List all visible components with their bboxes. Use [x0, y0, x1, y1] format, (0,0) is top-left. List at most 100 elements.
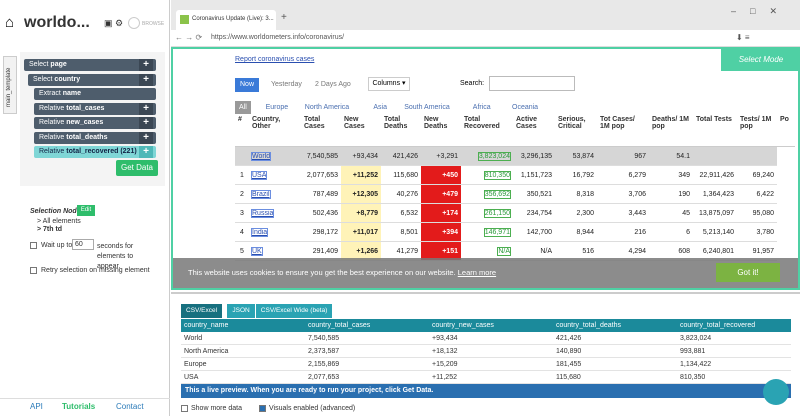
home-icon[interactable]: ⌂	[5, 14, 15, 31]
column-header[interactable]: #	[235, 114, 249, 147]
edit-button[interactable]: Edit	[77, 205, 95, 216]
learn-more[interactable]: Learn more	[457, 268, 497, 277]
report-link[interactable]: Report coronavirus cases	[235, 56, 315, 63]
preview-panel: country_name country_total_cases country_n…	[171, 292, 800, 416]
cell-text: +151	[442, 247, 458, 255]
region-tab[interactable]: Africa	[472, 104, 491, 111]
wait-checkbox[interactable]	[30, 242, 37, 249]
url[interactable]: https://www.worldometers.info/coronaviru…	[211, 34, 345, 41]
preview-tab[interactable]: CSV/Excel	[181, 304, 223, 318]
checkbox[interactable]	[259, 405, 266, 412]
browse-label[interactable]: BROWSE	[142, 21, 165, 27]
column-header[interactable]: Tests/ 1M pop	[737, 114, 777, 147]
plus-button[interactable]: +	[139, 59, 153, 71]
country-link[interactable]: Russia	[250, 208, 275, 218]
column-header[interactable]: Tot Cases/ 1M pop	[597, 114, 649, 147]
plus-button[interactable]: +	[139, 102, 153, 115]
table-cell: 967	[597, 146, 649, 166]
column-header[interactable]: Total Tests	[693, 114, 737, 147]
got-it-button[interactable]: Got it!	[716, 263, 780, 282]
menu-icons[interactable]: ⬇ ≡	[736, 33, 750, 42]
column-header[interactable]: Po	[777, 114, 795, 147]
region-tab[interactable]: North America	[304, 104, 350, 111]
column-header[interactable]: Total Deaths	[381, 114, 421, 147]
country-link[interactable]: UK	[251, 246, 263, 256]
region-tab[interactable]: Europe	[265, 104, 289, 111]
plus-button[interactable]: +	[139, 146, 153, 158]
search-input[interactable]	[489, 76, 575, 91]
table-cell: 16,792	[555, 165, 597, 185]
region-tab[interactable]: South America	[404, 104, 450, 111]
toolbar-icons[interactable]: ▣ ⚙	[104, 18, 124, 28]
template-tab[interactable]: main_template	[3, 56, 17, 114]
region-tab[interactable]: All	[235, 101, 251, 114]
command[interactable]: Relative total_deaths +	[34, 131, 156, 144]
table-cell: +18,132	[429, 344, 553, 358]
tab-bar: Coronavirus Update (Live): 3... + –□✕	[171, 0, 800, 30]
command[interactable]: Select country +	[28, 73, 156, 86]
command[interactable]: Extract name	[34, 88, 156, 100]
country-link[interactable]: USA	[250, 170, 268, 180]
new-tab[interactable]: +	[281, 12, 287, 23]
column-header[interactable]: New Cases	[341, 114, 381, 147]
table-cell: +12,305	[341, 184, 381, 204]
preview-tab[interactable]: CSV/Excel Wide (beta)	[255, 304, 333, 318]
get-data-button[interactable]: Get Data	[116, 160, 158, 176]
day-button[interactable]: 2 Days Ago	[315, 81, 351, 88]
column-header[interactable]: Active Cases	[513, 114, 555, 147]
day-button[interactable]: Now	[235, 78, 260, 92]
command-target: total_recovered (221)	[66, 148, 137, 155]
table-cell: 54.1	[649, 146, 693, 166]
cell-text: 6,422	[756, 190, 774, 198]
window-controls[interactable]: –□✕	[731, 6, 791, 16]
command[interactable]: Select page +	[24, 59, 156, 71]
command-target: name	[62, 90, 82, 97]
cell-text: 6	[686, 228, 690, 236]
day-button[interactable]: Yesterday	[271, 81, 302, 88]
region-tab[interactable]: Oceania	[512, 104, 539, 111]
plus-button[interactable]: +	[139, 131, 153, 144]
select-mode[interactable]: Select Mode	[721, 49, 798, 71]
table-cell: +450	[421, 165, 461, 185]
columns-button[interactable]: Columns ▾	[368, 77, 410, 91]
table-wrap: # Country, Other Total Cases New Cases Total…	[235, 114, 795, 261]
footer-link[interactable]: Contact	[116, 402, 144, 411]
checkbox[interactable]	[181, 405, 188, 412]
table-cell: 1,151,723	[513, 165, 555, 185]
table-cell: 95,080	[737, 203, 777, 223]
column-header[interactable]: Total Recovered	[461, 114, 513, 147]
column-header[interactable]: Country, Other	[249, 114, 301, 147]
cell-text: 8,501	[400, 228, 418, 236]
cell-text: 5	[240, 247, 244, 255]
command[interactable]: Relative total_recovered (221) +	[34, 146, 156, 158]
cell-text: 2,077,653	[306, 171, 338, 179]
nav-buttons[interactable]: ← → ⟳	[175, 33, 203, 42]
footer-link[interactable]: API	[30, 402, 43, 411]
cell-text: 190	[678, 190, 690, 198]
preview-tab[interactable]: JSON	[227, 304, 255, 318]
plus-button[interactable]: +	[139, 73, 153, 86]
country-link[interactable]: Brazil	[251, 189, 271, 199]
column-header[interactable]: Total Cases	[301, 114, 341, 147]
command[interactable]: Relative new_cases +	[34, 117, 156, 129]
table-cell: 6,532	[381, 203, 421, 223]
table-cell: 53,874	[555, 146, 597, 166]
toggle[interactable]	[128, 17, 140, 29]
cell-text: 3,780	[756, 228, 774, 236]
column-header[interactable]: Deaths/ 1M pop	[649, 114, 693, 147]
chat-button[interactable]	[763, 379, 789, 405]
country-link[interactable]: World	[250, 151, 272, 161]
plus-button[interactable]: +	[139, 117, 153, 129]
command[interactable]: Relative total_cases +	[34, 102, 156, 115]
wait-input[interactable]: 60	[72, 239, 94, 250]
country-link[interactable]: India	[250, 227, 269, 237]
footer-link[interactable]: Tutorials	[62, 402, 96, 411]
retry-checkbox[interactable]	[30, 267, 37, 274]
browser-tab[interactable]: Coronavirus Update (Live): 3...	[176, 10, 276, 30]
region-tab[interactable]: Asia	[373, 104, 388, 111]
table-cell: 5,213,140	[693, 222, 737, 242]
column-header[interactable]: New Deaths	[421, 114, 461, 147]
column-header[interactable]: Serious, Critical	[555, 114, 597, 147]
table-cell: 810,350	[677, 370, 791, 384]
tab-title: Coronavirus Update (Live): 3...	[192, 16, 274, 22]
